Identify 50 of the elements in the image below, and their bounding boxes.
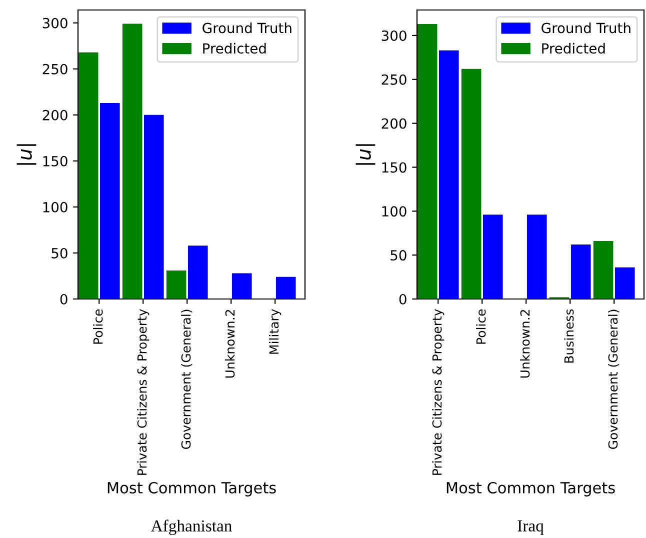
- bar: [188, 246, 208, 299]
- legend-label: Predicted: [542, 42, 605, 54]
- y-axis-title: |u|: [356, 144, 376, 165]
- bar: [570, 244, 591, 299]
- y-tick-label: 200: [42, 110, 68, 120]
- bar: [100, 102, 120, 299]
- y-tick-label: 0: [399, 294, 406, 304]
- x-tick-label: Unknown.2: [225, 310, 235, 378]
- bar: [122, 24, 142, 299]
- y-tick-label: 150: [43, 156, 68, 166]
- y-tick-label: 0: [60, 294, 68, 304]
- x-axis-title: Most Common Targets: [108, 482, 276, 496]
- x-tick-label: Private Citizens & Property: [137, 309, 150, 475]
- bar: [482, 214, 503, 299]
- y-tick-label: 100: [43, 202, 68, 212]
- x-tick-label: Government (General): [181, 310, 192, 449]
- x-axis-title: Most Common Targets: [446, 482, 615, 496]
- legend-label: Ground Truth: [542, 22, 630, 34]
- bar: [417, 24, 438, 299]
- x-tick-label: Government (General): [608, 310, 620, 449]
- bar: [461, 68, 482, 299]
- y-tick-label: 100: [382, 206, 406, 217]
- x-tick-label: Police: [476, 309, 486, 344]
- y-tick-label: 50: [52, 248, 68, 258]
- y-tick-label: 300: [382, 30, 406, 41]
- bar: [438, 50, 459, 299]
- legend-label: Predicted: [203, 42, 266, 54]
- bar: [526, 214, 547, 299]
- text: Iraq: [518, 520, 544, 535]
- x-tick-label: Business: [564, 309, 574, 363]
- y-tick-label: 250: [382, 74, 406, 85]
- bar: [78, 52, 98, 299]
- bar: [232, 273, 252, 299]
- x-tick-label: Police: [93, 309, 103, 344]
- bar: [593, 241, 614, 299]
- text: Afghanistan: [150, 520, 232, 535]
- y-axis-title: |u|: [16, 144, 36, 165]
- bar: [166, 270, 186, 299]
- bar: [144, 114, 164, 299]
- y-tick-label: 150: [382, 162, 406, 173]
- bar: [276, 276, 296, 299]
- y-tick-label: 200: [382, 118, 406, 129]
- legend-label: Ground Truth: [202, 22, 292, 34]
- bar: [614, 267, 635, 299]
- y-tick-label: 50: [390, 250, 406, 261]
- x-tick-label: Military: [269, 309, 282, 354]
- y-tick-label: 300: [42, 18, 68, 28]
- x-tick-label: Private Citizens & Property: [432, 309, 444, 475]
- y-tick-label: 250: [42, 64, 68, 74]
- x-tick-label: Unknown.2: [520, 310, 530, 378]
